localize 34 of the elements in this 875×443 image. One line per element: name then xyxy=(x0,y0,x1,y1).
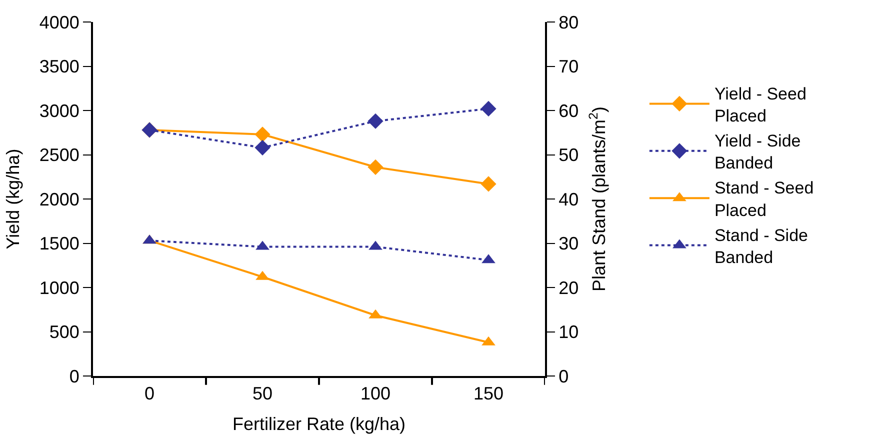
y2-tick-label: 20 xyxy=(558,278,579,298)
x-tick-label: 100 xyxy=(360,384,391,404)
x-tick-label: 150 xyxy=(473,384,504,404)
x-tick-label: 0 xyxy=(144,384,155,404)
y-tick-label: 1500 xyxy=(39,234,80,254)
y2-tick-label: 70 xyxy=(558,56,579,77)
y2-tick-label: 80 xyxy=(558,12,579,32)
point xyxy=(368,159,384,175)
point xyxy=(480,100,496,117)
point xyxy=(254,140,270,156)
y-tick-label: 500 xyxy=(49,322,80,342)
y2-tick-label: 10 xyxy=(558,322,579,342)
legend-label: Stand - Seed Placed xyxy=(714,178,814,220)
y2-tick-label: 0 xyxy=(558,366,569,386)
y-tick-label: 0 xyxy=(69,366,80,386)
x-axis-title: Fertilizer Rate (kg/ha) xyxy=(232,414,406,434)
legend-label: Stand - Side Banded xyxy=(714,226,808,267)
x-tick-label: 50 xyxy=(252,384,273,404)
y-tick-label: 4000 xyxy=(39,12,80,32)
y-tick-label: 1000 xyxy=(39,278,80,298)
point xyxy=(480,176,496,192)
y-tick-label: 3000 xyxy=(39,100,80,121)
y2-tick-label: 40 xyxy=(558,189,579,210)
y-axis-title: Yield (kg/ha) xyxy=(3,148,24,250)
legend-label: Yield - Side Banded xyxy=(714,131,801,173)
y-tick-label: 2000 xyxy=(39,189,80,210)
legend-label: Yield - Seed Placed xyxy=(714,84,806,126)
point xyxy=(368,113,384,129)
y2-tick-label: 50 xyxy=(558,145,579,166)
y2-tick-label: 60 xyxy=(558,100,579,121)
point xyxy=(254,126,270,142)
y-tick-label: 3500 xyxy=(39,56,80,77)
y-tick-label: 2500 xyxy=(39,145,80,166)
y2-tick-label: 30 xyxy=(558,234,579,254)
